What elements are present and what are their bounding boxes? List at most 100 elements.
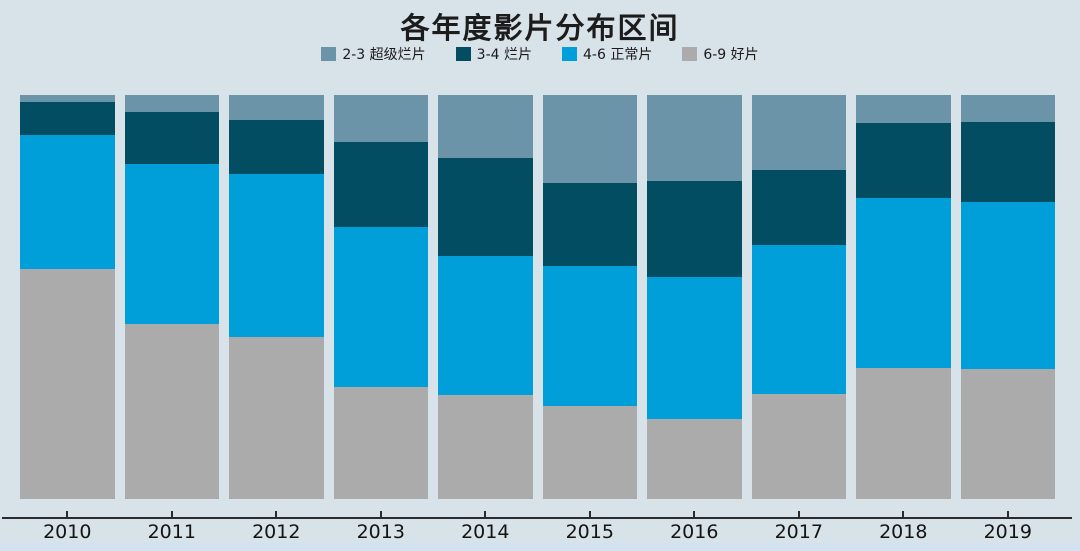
- x-axis-tick-cell: [752, 511, 847, 517]
- bar-segment[interactable]: [647, 418, 742, 499]
- legend-swatch-icon: [321, 47, 337, 61]
- bar-2017[interactable]: [751, 95, 846, 499]
- x-axis-label: 2010: [43, 521, 92, 543]
- bar-segment[interactable]: [229, 95, 324, 121]
- bar-2013[interactable]: [333, 95, 428, 499]
- bar-segment[interactable]: [647, 276, 742, 419]
- bar-2016[interactable]: [647, 95, 742, 499]
- bar-segment[interactable]: [20, 269, 115, 499]
- x-axis-tick: [275, 511, 278, 517]
- bar-segment[interactable]: [647, 180, 742, 277]
- bar-segment[interactable]: [229, 337, 324, 499]
- bar-segment[interactable]: [333, 95, 428, 143]
- bar-segment[interactable]: [856, 95, 951, 124]
- legend-swatch-icon: [562, 47, 577, 61]
- bar-segment[interactable]: [438, 255, 533, 395]
- bar-segment[interactable]: [229, 120, 324, 175]
- x-axis-label: 2013: [356, 521, 405, 543]
- bar-2019[interactable]: [960, 95, 1055, 499]
- x-axis-tick: [1006, 511, 1009, 517]
- x-axis-ticks: [20, 511, 1055, 517]
- bar-segment[interactable]: [542, 406, 637, 499]
- x-axis-tick: [379, 511, 382, 517]
- x-axis-tick-cell: [334, 511, 429, 517]
- x-axis-labels: 2010 2011 2012 2013 2014 2015 2016 2017 2018 2019: [20, 521, 1055, 543]
- x-axis-tick-cell: [438, 511, 533, 517]
- bar-segment[interactable]: [124, 95, 219, 112]
- bar-segment[interactable]: [333, 227, 428, 388]
- bar-segment[interactable]: [647, 95, 742, 181]
- bar-segment[interactable]: [542, 95, 637, 184]
- bar-segment[interactable]: [856, 123, 951, 199]
- bar-segment[interactable]: [124, 323, 219, 499]
- x-axis-tick-cell: [229, 511, 324, 517]
- bar-segment[interactable]: [229, 174, 324, 338]
- x-axis-tick: [588, 511, 591, 517]
- x-axis-label: 2014: [461, 521, 510, 543]
- legend-label: 3-4 烂片: [476, 47, 532, 63]
- legend-item[interactable]: 2-3 超级烂片: [321, 44, 426, 64]
- legend-label: 4-6 正常片: [583, 47, 653, 63]
- x-axis-tick: [66, 511, 69, 517]
- bar-segment[interactable]: [438, 394, 533, 499]
- bar-2012[interactable]: [229, 95, 324, 499]
- x-axis-label: 2015: [565, 521, 614, 543]
- x-axis-label: 2018: [879, 521, 928, 543]
- bar-segment[interactable]: [124, 163, 219, 324]
- bar-segment[interactable]: [751, 95, 846, 171]
- bar-segment[interactable]: [542, 266, 637, 407]
- bar-segment[interactable]: [20, 101, 115, 135]
- x-axis-tick-cell: [647, 511, 742, 517]
- bar-segment[interactable]: [124, 111, 219, 164]
- legend-label: 2-3 超级烂片: [342, 47, 426, 63]
- x-axis-tick-cell: [543, 511, 638, 517]
- legend-item[interactable]: 3-4 烂片: [455, 44, 532, 64]
- legend: 2-3 超级烂片 3-4 烂片 4-6 正常片 6-9 好片: [0, 44, 1080, 64]
- bar-2018[interactable]: [856, 95, 951, 499]
- x-axis-label: 2012: [252, 521, 301, 543]
- x-axis-tick-cell: [856, 511, 951, 517]
- bar-segment[interactable]: [960, 121, 1055, 203]
- plot-area: [20, 95, 1055, 499]
- legend-item[interactable]: 4-6 正常片: [562, 44, 652, 64]
- bar-segment[interactable]: [751, 244, 846, 394]
- legend-swatch-icon: [455, 47, 471, 61]
- page-title: 各年度影片分布区间: [400, 11, 680, 45]
- bar-segment[interactable]: [960, 95, 1055, 122]
- x-axis-line: [2, 517, 1072, 519]
- bar-segment[interactable]: [438, 157, 533, 256]
- bar-segment[interactable]: [751, 170, 846, 245]
- legend-swatch-icon: [682, 47, 698, 61]
- bar-segment[interactable]: [20, 134, 115, 270]
- bar-2014[interactable]: [438, 95, 533, 499]
- bar-segment[interactable]: [960, 202, 1055, 370]
- x-axis-label: 2011: [147, 521, 196, 543]
- bar-segment[interactable]: [438, 95, 533, 158]
- bar-segment[interactable]: [856, 368, 951, 499]
- bar-2015[interactable]: [542, 95, 637, 499]
- x-axis-tick: [902, 511, 905, 517]
- footer-strip: [0, 543, 1080, 551]
- x-axis-tick-cell: [961, 511, 1056, 517]
- x-axis-tick: [693, 511, 696, 517]
- bar-segment[interactable]: [751, 393, 846, 499]
- bar-segment[interactable]: [333, 142, 428, 228]
- legend-label: 6-9 好片: [703, 47, 759, 63]
- x-axis-label: 2019: [983, 521, 1032, 543]
- x-axis-label: 2017: [774, 521, 823, 543]
- x-axis-tick-cell: [125, 511, 220, 517]
- bar-segment[interactable]: [542, 183, 637, 267]
- bar-segment[interactable]: [333, 387, 428, 499]
- bar-2010[interactable]: [20, 95, 115, 499]
- bar-segment[interactable]: [856, 198, 951, 369]
- bar-segment[interactable]: [20, 95, 115, 102]
- x-axis-tick-cell: [20, 511, 115, 517]
- bar-2011[interactable]: [124, 95, 219, 499]
- x-axis-tick: [797, 511, 800, 517]
- x-axis-tick: [170, 511, 173, 517]
- bar-segment[interactable]: [960, 369, 1055, 499]
- x-axis-tick: [484, 511, 487, 517]
- x-axis-label: 2016: [670, 521, 719, 543]
- legend-item[interactable]: 6-9 好片: [682, 44, 759, 64]
